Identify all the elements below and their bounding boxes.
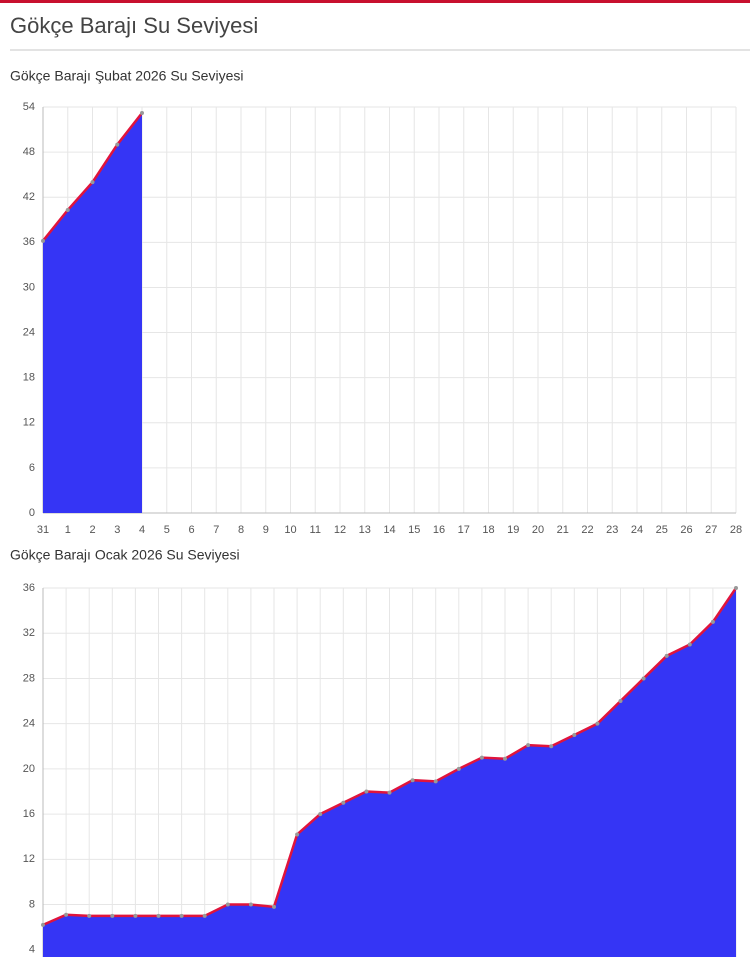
x-tick-label: 14 <box>383 524 395 536</box>
y-tick-label: 0 <box>29 507 35 519</box>
point <box>65 208 70 213</box>
x-tick-label: 8 <box>238 524 244 536</box>
x-tick-label: 28 <box>730 524 742 536</box>
x-tick-label: 16 <box>433 524 445 536</box>
chart-title: Gökçe Barajı Ocak 2026 Su Seviyesi <box>10 547 240 563</box>
x-tick-label: 13 <box>359 524 371 536</box>
x-tick-label: 21 <box>557 524 569 536</box>
point <box>341 800 346 805</box>
point <box>410 778 415 783</box>
x-tick-label: 11 <box>310 524 321 536</box>
point <box>248 902 253 907</box>
point <box>225 902 230 907</box>
point <box>64 912 69 917</box>
point <box>572 732 577 737</box>
x-tick-label: 7 <box>213 524 219 536</box>
x-tick-label: 9 <box>263 524 269 536</box>
y-tick-label: 12 <box>23 853 35 865</box>
x-tick-label: 24 <box>631 524 643 536</box>
x-tick-label: 27 <box>705 524 717 536</box>
y-tick-label: 24 <box>23 718 35 730</box>
y-tick-label: 8 <box>29 898 35 910</box>
y-tick-label: 20 <box>23 763 35 775</box>
point <box>318 812 323 817</box>
point <box>549 744 554 749</box>
point <box>641 676 646 681</box>
point <box>687 642 692 647</box>
x-tick-label: 10 <box>284 524 296 536</box>
y-tick-label: 54 <box>23 101 35 113</box>
point <box>664 653 669 658</box>
point <box>433 779 438 784</box>
y-tick-label: 48 <box>23 146 35 158</box>
point <box>179 913 184 918</box>
point <box>618 699 623 704</box>
point <box>364 789 369 794</box>
y-tick-label: 12 <box>23 417 35 429</box>
page-title: Gökçe Barajı Su Seviyesi <box>10 13 258 38</box>
point <box>87 913 92 918</box>
x-tick-label: 4 <box>139 524 145 536</box>
y-tick-label: 28 <box>23 672 35 684</box>
point <box>295 832 300 837</box>
y-tick-label: 36 <box>23 236 35 248</box>
point <box>202 913 207 918</box>
y-tick-label: 6 <box>29 462 35 474</box>
y-tick-label: 36 <box>23 582 35 594</box>
x-tick-label: 5 <box>164 524 170 536</box>
x-tick-label: 23 <box>606 524 618 536</box>
x-tick-label: 15 <box>408 524 420 536</box>
y-tick-label: 42 <box>23 191 35 203</box>
y-tick-label: 18 <box>23 372 35 384</box>
point <box>272 904 276 909</box>
x-tick-label: 25 <box>656 524 668 536</box>
x-tick-label: 2 <box>89 524 95 536</box>
area <box>43 113 142 513</box>
point <box>41 922 45 927</box>
x-tick-label: 12 <box>334 524 346 536</box>
y-tick-label: 24 <box>23 326 35 338</box>
point <box>115 142 120 147</box>
y-tick-label: 16 <box>23 808 35 820</box>
x-tick-label: 6 <box>188 524 194 536</box>
y-tick-label: 32 <box>23 627 35 639</box>
area <box>43 588 736 957</box>
y-tick-label: 4 <box>29 944 35 956</box>
x-tick-label: 22 <box>581 524 593 536</box>
chart-title: Gökçe Barajı Şubat 2026 Su Seviyesi <box>10 68 243 84</box>
point <box>595 721 600 726</box>
x-tick-label: 31 <box>37 524 49 536</box>
point <box>133 913 138 918</box>
y-tick-label: 30 <box>23 281 35 293</box>
x-tick-label: 18 <box>482 524 494 536</box>
point <box>710 619 715 624</box>
point <box>140 111 144 116</box>
point <box>110 913 115 918</box>
x-tick-label: 19 <box>507 524 519 536</box>
point <box>503 756 507 761</box>
point <box>734 586 738 590</box>
point <box>156 913 161 918</box>
point <box>456 766 461 771</box>
top-bar <box>0 0 750 3</box>
x-tick-label: 20 <box>532 524 544 536</box>
x-tick-label: 17 <box>458 524 470 536</box>
x-tick-label: 1 <box>65 524 71 536</box>
x-tick-label: 3 <box>114 524 120 536</box>
point <box>479 755 484 760</box>
point <box>41 238 45 243</box>
point <box>90 180 95 185</box>
point <box>387 790 392 795</box>
x-tick-label: 26 <box>680 524 692 536</box>
point <box>526 743 531 748</box>
